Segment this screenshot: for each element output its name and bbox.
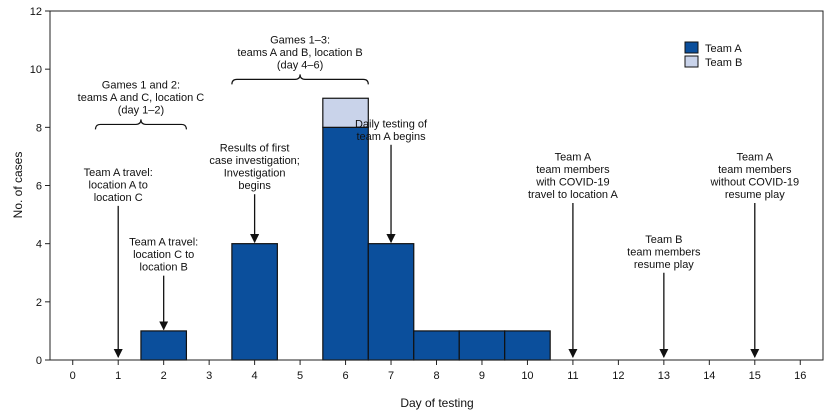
y-tick-label: 10	[30, 64, 42, 76]
annotation-text-line: case investigation;	[209, 155, 300, 167]
annotation-text-line: team members	[627, 246, 701, 258]
annotation-text-line: Team A travel:	[84, 167, 153, 179]
annotation-text-line: team members	[536, 164, 610, 176]
x-tick-label: 3	[206, 370, 212, 382]
y-tick-label: 12	[30, 6, 42, 18]
annotation-text-line: location B	[140, 262, 188, 274]
x-tick-label: 2	[161, 370, 167, 382]
x-tick-label: 15	[749, 370, 761, 382]
y-tick-label: 0	[36, 355, 42, 367]
bar-team-a-day-10	[504, 330, 551, 361]
bar-team-a-day-7	[367, 243, 415, 361]
bar-team-a-day-4	[231, 243, 278, 361]
x-tick-label: 7	[388, 370, 394, 382]
x-tick-label: 8	[433, 370, 439, 382]
x-tick-label: 4	[252, 370, 258, 382]
x-tick-label: 1	[115, 370, 121, 382]
bar-team-a-day-6	[322, 126, 369, 361]
x-tick-label: 11	[567, 370, 578, 382]
legend-label-team-b: Team B	[705, 57, 742, 69]
y-tick-label: 6	[36, 181, 42, 193]
bracket-1	[94, 119, 188, 130]
bar-team-a-day-2	[140, 330, 188, 361]
annotation-text-line: Results of first	[220, 143, 290, 155]
bar-team-a-day-9	[458, 330, 506, 361]
annotation-text-line: resume play	[634, 259, 694, 271]
annotation-text-line: Daily testing of	[355, 118, 428, 130]
bracket-label-line: Games 1–3:	[270, 34, 330, 46]
legend: Team A Team B	[684, 41, 742, 69]
annotation-text-line: Team A	[736, 151, 773, 163]
y-axis-label: No. of cases	[11, 152, 25, 219]
x-tick-label: 5	[297, 370, 303, 382]
legend-swatch-team-b	[684, 55, 699, 68]
bracket-label-line: teams A and B, location B	[237, 47, 362, 59]
annotation-text-line: without COVID-19	[709, 176, 799, 188]
bar-team-b-day-6	[322, 97, 369, 128]
y-tick-label: 2	[36, 297, 42, 309]
legend-swatch-team-a	[684, 41, 699, 54]
x-tick-label: 16	[794, 370, 806, 382]
annotation-text-line: Team A	[555, 151, 592, 163]
annotation-text-line: with COVID-19	[535, 176, 609, 188]
bars-layer	[140, 97, 551, 361]
bar-team-a-day-8	[413, 330, 460, 361]
x-tick-label: 9	[479, 370, 485, 382]
y-tick-label: 4	[36, 239, 42, 251]
bracket-label-line: (day 4–6)	[277, 59, 323, 71]
annotation-text-line: location C	[94, 192, 143, 204]
annotation-text-line: location C to	[133, 249, 194, 261]
x-tick-label: 0	[70, 370, 76, 382]
annotation-text-line: location A to	[89, 179, 148, 191]
annotation-text-line: begins	[238, 180, 271, 192]
x-tick-label: 10	[521, 370, 533, 382]
bracket-label-line: (day 1–2)	[118, 104, 164, 116]
annotations-layer: Games 1 and 2:teams A and C, location C(…	[78, 34, 799, 359]
x-tick-label: 14	[703, 370, 715, 382]
annotation-text-line: resume play	[725, 189, 785, 201]
y-tick-label: 8	[36, 122, 42, 134]
x-axis-label: Day of testing	[400, 396, 473, 410]
annotation-text-line: team members	[718, 164, 792, 176]
annotation-text-line: team A begins	[356, 131, 426, 143]
annotation-text-line: Investigation	[224, 168, 286, 180]
x-tick-label: 6	[342, 370, 348, 382]
bracket-label-line: Games 1 and 2:	[102, 79, 180, 91]
bracket-label-line: teams A and C, location C	[78, 92, 205, 104]
annotation-text-line: travel to location A	[528, 189, 619, 201]
x-tick-label: 13	[658, 370, 670, 382]
bracket-2	[231, 74, 369, 85]
annotation-text-line: Team B	[645, 234, 682, 246]
legend-label-team-a: Team A	[705, 43, 742, 55]
annotation-text-line: Team A travel:	[129, 237, 198, 249]
x-tick-label: 12	[612, 370, 624, 382]
